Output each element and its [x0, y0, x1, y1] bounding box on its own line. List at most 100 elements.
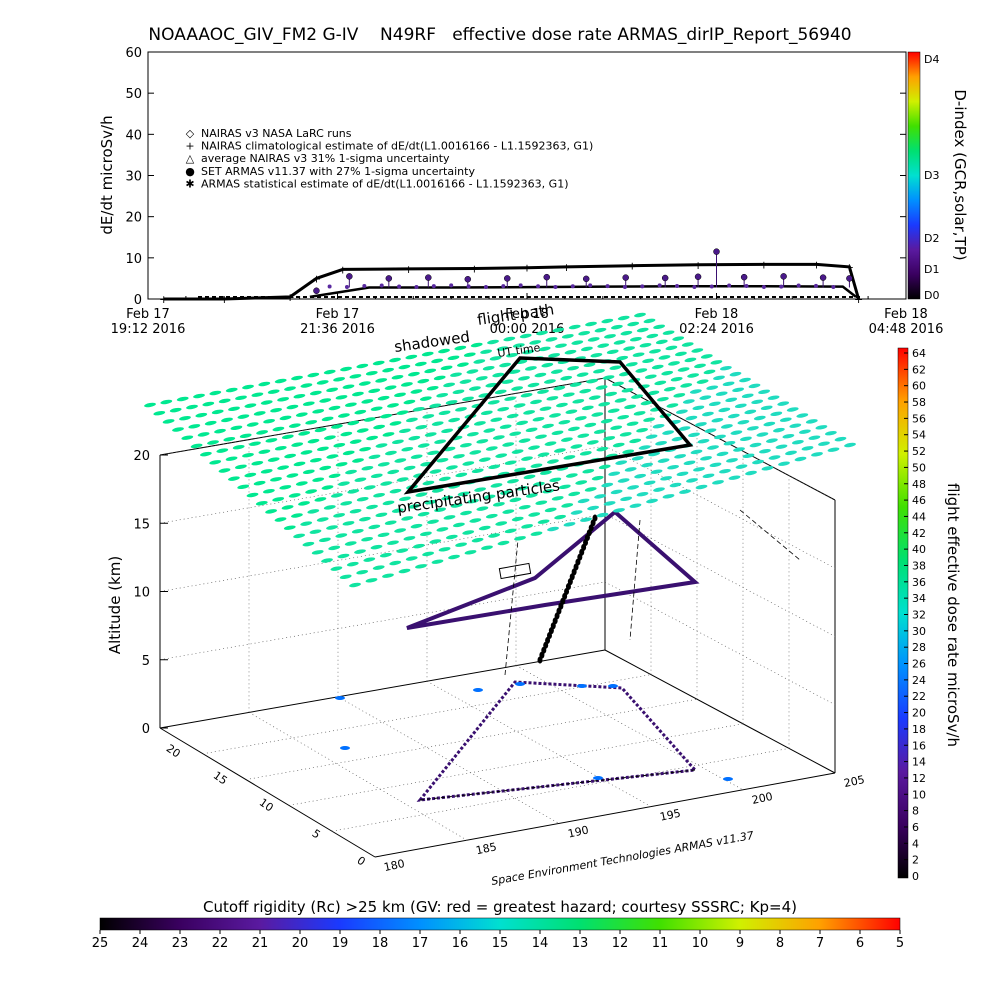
sheet-cell: [398, 364, 411, 370]
series-armas-point: [543, 273, 550, 281]
sheet-cell: [626, 421, 639, 426]
series-armas-point: [640, 284, 645, 289]
dose-tick-label: 18: [912, 723, 926, 736]
sheet-cell: [495, 453, 508, 458]
sheet-cell: [382, 500, 395, 506]
sheet-cell: [751, 399, 764, 405]
sheet-cell: [460, 510, 472, 516]
series-armas-point: [713, 248, 720, 255]
sheet-cell: [670, 376, 683, 382]
sheet-cell: [530, 531, 543, 536]
series-armas-point: [466, 284, 471, 289]
x-tick-date: Feb 18: [884, 307, 928, 322]
sheet-cell: [577, 433, 590, 438]
sheet-cell: [422, 551, 435, 557]
dose-rate-label: flight effective dose rate microSv/h: [944, 483, 962, 747]
sheet-cell: [468, 386, 481, 391]
sheet-cell: [737, 419, 750, 425]
sheet-cell: [640, 400, 653, 406]
z-tick-label: 10: [133, 586, 150, 601]
dose-tick-label: 24: [912, 674, 926, 687]
sheet-cell: [368, 454, 381, 460]
sheet-cell: [580, 517, 592, 522]
sheet-cell: [354, 549, 366, 554]
sheet-cell: [673, 393, 686, 398]
sheet-cell: [534, 372, 547, 378]
sheet-cell: [305, 420, 318, 425]
sheet-cell: [666, 403, 679, 408]
sheet-cell: [384, 450, 397, 456]
dose-tick-label: 60: [912, 380, 926, 393]
z-tick-label: 15: [133, 517, 150, 532]
altitude-flight-path: [406, 509, 801, 676]
sheet-cell: [576, 372, 589, 377]
sheet-cell: [631, 394, 643, 399]
sheet-cell: [368, 388, 381, 394]
sheet-cell: [621, 388, 634, 393]
sheet-cell: [160, 399, 173, 405]
sheet-cell: [483, 494, 496, 500]
legend-symbol: ◇: [186, 127, 195, 140]
dose-tick-label: 32: [912, 609, 926, 622]
altitude-ticks: 0 5 10 15 20: [133, 449, 168, 737]
sheet-cell: [363, 485, 376, 490]
series-armas-point: [727, 283, 732, 288]
sheet-cell: [702, 473, 715, 479]
sheet-cell: [186, 404, 198, 410]
box-edge: [374, 772, 836, 858]
sheet-cell: [746, 426, 759, 431]
sheet-cell: [244, 472, 257, 478]
sheet-cell: [561, 334, 574, 339]
sheet-cell: [382, 432, 395, 437]
sheet-cell: [761, 466, 774, 471]
sheet-cell: [610, 425, 623, 430]
sheet-cell: [753, 415, 766, 421]
y-tick-label: 0: [134, 293, 142, 308]
sheet-cell: [216, 448, 229, 453]
sheet-cell: [565, 473, 578, 478]
sheet-cell: [609, 365, 622, 370]
sheet-cell: [530, 399, 542, 405]
sheet-cell: [207, 440, 219, 445]
grid-line: [159, 513, 606, 592]
series-armas-point: [346, 273, 353, 280]
sheet-cell: [591, 475, 604, 481]
sheet-cell: [631, 456, 644, 461]
sheet-cell: [662, 330, 675, 335]
lon-tick-label: 200: [751, 790, 774, 807]
floor-hotspot: [723, 777, 733, 781]
sheet-cell: [703, 369, 716, 375]
cutoff-tick-label: 17: [412, 936, 429, 951]
sheet-cell: [646, 498, 658, 504]
series-armas-point: [819, 274, 827, 281]
sheet-cell: [214, 428, 226, 434]
sheet-cell: [396, 477, 409, 482]
sheet-cell: [441, 495, 454, 501]
sheet-cell: [387, 540, 399, 545]
sheet-cell: [789, 423, 802, 428]
series-armas-point: [694, 273, 702, 281]
lat-tick-label: 0: [355, 854, 368, 869]
sheet-cell: [525, 427, 538, 433]
sheet-cell: [504, 460, 517, 465]
sheet-cell: [382, 573, 394, 578]
dashed-track: [504, 509, 801, 676]
sheet-cell: [694, 422, 707, 427]
series-armas-point: [588, 283, 593, 288]
sheet-cell: [647, 390, 660, 396]
sheet-cell: [713, 375, 725, 381]
x-tick-date: Feb 17: [126, 307, 170, 322]
sheet-cell: [274, 378, 287, 384]
sheet-cell: [433, 375, 446, 381]
sheet-cell: [263, 418, 276, 424]
lon-tick-label: 195: [659, 807, 682, 824]
sheet-cell: [617, 478, 630, 483]
series-climatological-point: +: [220, 293, 229, 306]
sheet-cell: [694, 363, 706, 369]
dose-tick-label: 38: [912, 559, 926, 572]
sheet-cell: [384, 385, 397, 390]
series-armas-point: [740, 273, 748, 281]
sheet-cell: [604, 334, 616, 339]
sheet-cell: [687, 373, 700, 378]
